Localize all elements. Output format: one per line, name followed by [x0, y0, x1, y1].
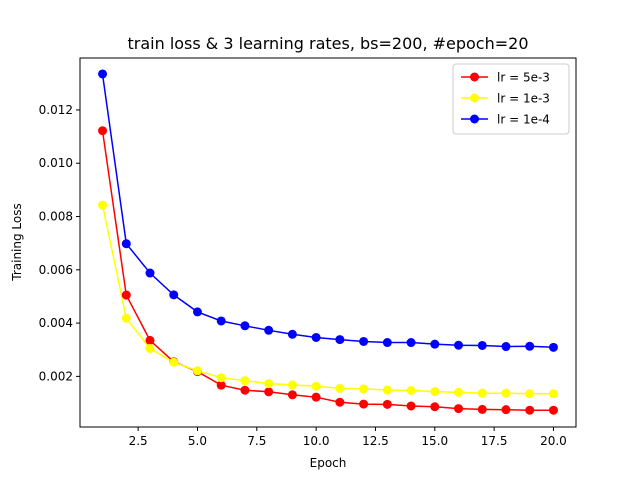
y-tick-label: 0.006	[39, 263, 73, 277]
data-point	[121, 239, 131, 249]
data-point	[192, 307, 202, 317]
data-point	[454, 404, 464, 414]
y-tick-label: 0.002	[39, 369, 73, 383]
data-point	[406, 338, 416, 348]
data-point	[216, 316, 226, 326]
data-point	[121, 313, 131, 323]
plot-area: 2.5 5.0 7.5 10.0 12.5 15.0 17.5 20.0 0.002 0.004 0…	[39, 57, 577, 448]
x-tick-label: 7.5	[247, 434, 266, 448]
x-axis-label: Epoch	[310, 456, 347, 470]
data-point	[525, 389, 535, 399]
x-tick-label: 5.0	[188, 434, 207, 448]
data-point	[335, 397, 345, 407]
x-tick-label: 12.5	[362, 434, 389, 448]
data-point	[359, 336, 369, 346]
data-point	[121, 290, 131, 300]
data-point	[192, 366, 202, 376]
legend-label: lr = 1e-4	[497, 113, 550, 127]
x-tick-label: 2.5	[129, 434, 148, 448]
data-point	[287, 329, 297, 339]
data-point	[145, 343, 155, 353]
y-tick-label: 0.010	[39, 156, 73, 170]
data-point	[430, 387, 440, 397]
data-point	[477, 340, 487, 350]
data-point	[287, 380, 297, 390]
data-point	[311, 332, 321, 342]
data-point	[98, 69, 108, 79]
y-tick-label: 0.004	[39, 316, 73, 330]
data-point	[501, 405, 511, 415]
data-point	[477, 388, 487, 398]
x-tick-label: 17.5	[481, 434, 508, 448]
data-point	[216, 380, 226, 390]
data-point	[548, 342, 558, 352]
data-point	[216, 373, 226, 383]
data-point	[240, 385, 250, 395]
data-point	[406, 401, 416, 411]
data-point	[501, 388, 511, 398]
x-tick-label: 15.0	[421, 434, 448, 448]
legend-marker	[470, 72, 479, 82]
x-tick-label: 10.0	[303, 434, 330, 448]
legend-label: lr = 5e-3	[497, 71, 550, 85]
data-point	[311, 392, 321, 402]
data-point	[382, 399, 392, 409]
data-point	[169, 290, 179, 300]
data-point	[311, 381, 321, 391]
legend-marker	[470, 114, 479, 124]
data-point	[477, 404, 487, 414]
y-axis-label: Training Loss	[10, 203, 24, 281]
data-point	[382, 385, 392, 395]
data-point	[548, 389, 558, 399]
data-point	[454, 340, 464, 350]
data-point	[335, 335, 345, 345]
chart-title: train loss & 3 learning rates, bs=200, #…	[127, 34, 528, 53]
y-tick-label: 0.008	[39, 210, 73, 224]
data-point	[454, 387, 464, 397]
data-point	[240, 376, 250, 386]
legend-label: lr = 1e-3	[497, 92, 550, 106]
data-point	[382, 338, 392, 348]
data-point	[525, 341, 535, 351]
data-point	[264, 379, 274, 389]
plot-frame	[79, 57, 577, 428]
data-point	[287, 390, 297, 400]
data-point	[169, 357, 179, 367]
data-point	[525, 405, 535, 415]
data-point	[430, 402, 440, 412]
legend: lr = 5e-3 lr = 1e-3 lr = 1e-4	[452, 63, 570, 135]
data-point	[264, 325, 274, 335]
legend-marker	[470, 93, 479, 103]
data-point	[145, 335, 155, 345]
y-tick-label: 0.012	[39, 103, 73, 117]
legend-box	[452, 63, 570, 135]
data-point	[430, 339, 440, 349]
data-point	[335, 383, 345, 393]
data-point	[359, 399, 369, 409]
data-point	[359, 384, 369, 394]
data-point	[98, 200, 108, 210]
data-point	[264, 387, 274, 397]
data-point	[98, 126, 108, 136]
data-point	[406, 385, 416, 395]
data-point	[548, 405, 558, 415]
data-point	[240, 321, 250, 331]
data-point	[501, 342, 511, 352]
data-point	[145, 268, 155, 278]
x-tick-label: 20.0	[540, 434, 567, 448]
